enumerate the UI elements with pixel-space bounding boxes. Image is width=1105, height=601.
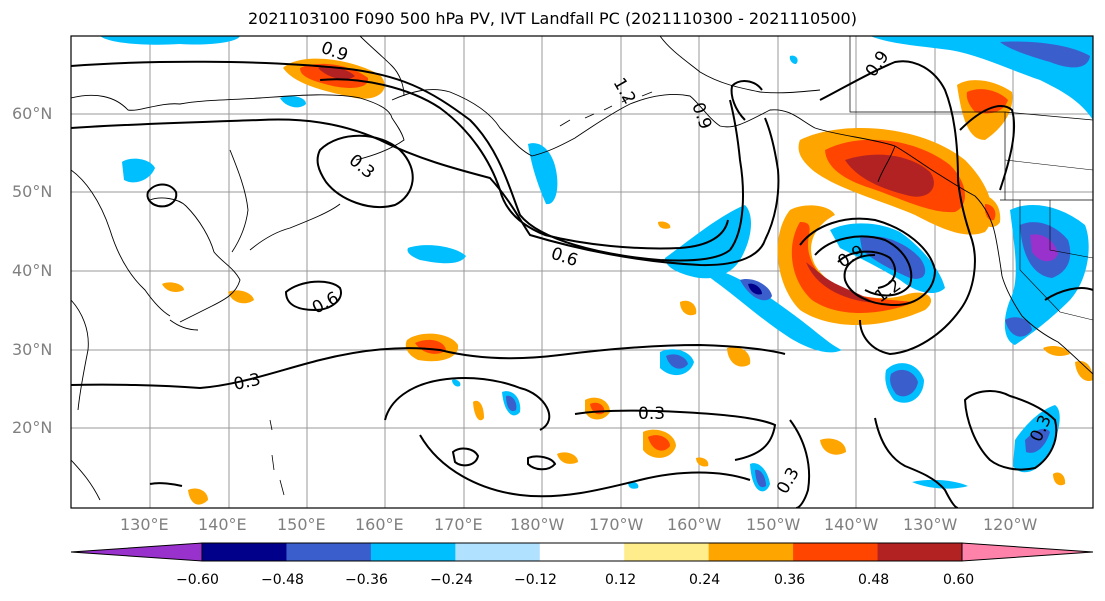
contour-label: 0.3	[638, 404, 665, 424]
lon-label: 120°W	[983, 515, 1038, 534]
lat-label: 40°N	[12, 261, 53, 280]
lat-label: 20°N	[12, 418, 53, 437]
colorbar-extend-min	[71, 543, 202, 561]
lon-label: 130°W	[903, 515, 958, 534]
colorbar-swatch	[370, 543, 456, 561]
colorbar-extend-max	[962, 543, 1093, 561]
colorbar-swatch	[539, 543, 625, 561]
colorbar-swatch	[286, 543, 372, 561]
colorbar-tick: −0.24	[430, 572, 473, 588]
map-panel: 0.9 1.2 0.9 0.3 0.6 0.6 0.9 1.2 0.3 0.3 …	[71, 36, 1093, 508]
colorbar-tick: 0.36	[774, 572, 806, 588]
colorbar	[70, 542, 1094, 562]
lon-label: 160°E	[355, 515, 404, 534]
map-title: 2021103100 F090 500 hPa PV, IVT Landfall…	[248, 9, 857, 28]
colorbar-tick: −0.12	[514, 572, 557, 588]
lon-label: 170°W	[589, 515, 644, 534]
ivt-shading	[100, 36, 1093, 505]
colorbar-tick: 0.48	[858, 572, 890, 588]
colorbar-swatch	[624, 543, 710, 561]
lon-label: 130°E	[120, 515, 169, 534]
colorbar-swatch	[708, 543, 794, 561]
lat-label: 30°N	[12, 340, 53, 359]
colorbar-tick: 0.60	[943, 572, 975, 588]
lon-label: 170°E	[434, 515, 483, 534]
lon-label: 150°W	[746, 515, 801, 534]
colorbar-tick: −0.60	[176, 572, 219, 588]
lat-label: 60°N	[12, 104, 53, 123]
colorbar-swatch	[455, 543, 541, 561]
colorbar-tick: −0.48	[261, 572, 304, 588]
lon-label: 180°W	[510, 515, 565, 534]
coastlines	[71, 36, 1093, 501]
colorbar-swatch	[202, 543, 287, 561]
map-frame	[70, 35, 1094, 509]
lon-label: 140°W	[824, 515, 879, 534]
lon-label: 160°W	[667, 515, 722, 534]
colorbar-tick: −0.36	[345, 572, 388, 588]
lat-label: 50°N	[12, 182, 53, 201]
pv-contours	[71, 60, 1093, 508]
colorbar-swatch	[877, 543, 963, 561]
colorbar-tick: 0.24	[689, 572, 721, 588]
colorbar-swatch	[793, 543, 879, 561]
lon-label: 150°E	[277, 515, 326, 534]
colorbar-tick: 0.12	[605, 572, 637, 588]
lon-label: 140°E	[198, 515, 247, 534]
